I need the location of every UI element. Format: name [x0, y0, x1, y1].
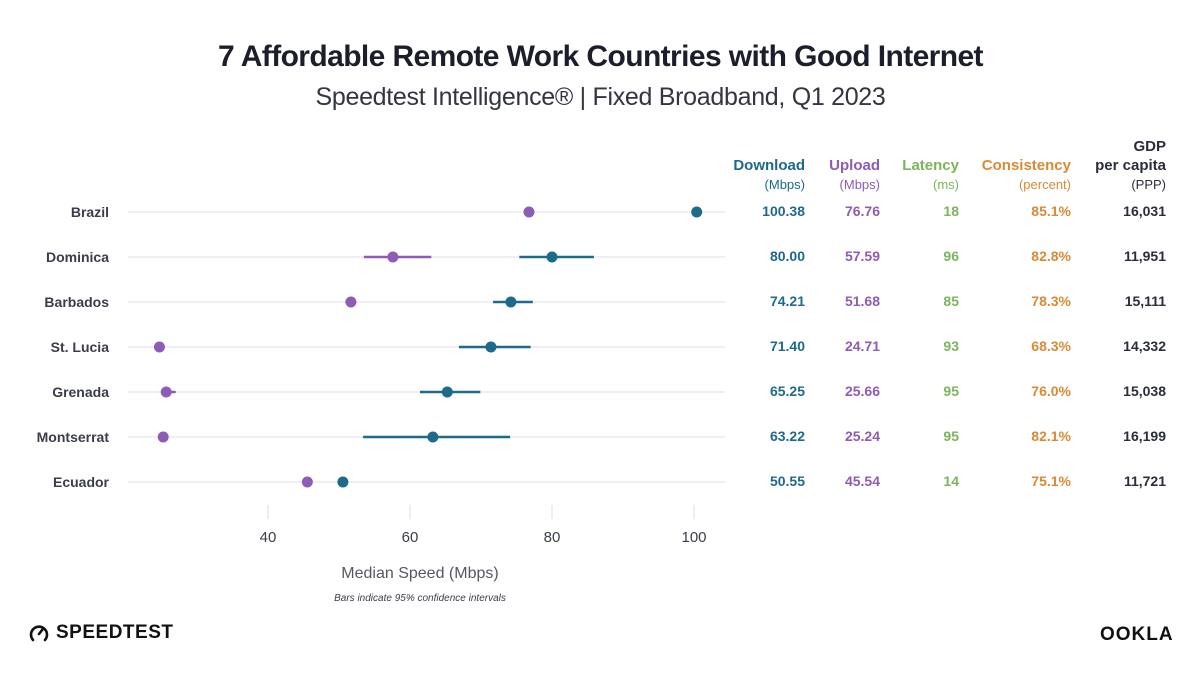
- column-unit: (Mbps): [764, 177, 805, 192]
- upload-dot: [157, 431, 169, 443]
- column-header-download: Download (Mbps): [705, 156, 805, 194]
- column-header-consistency: Consistency (percent): [961, 156, 1071, 194]
- upload-value: 24.71: [844, 338, 880, 354]
- download-value: 63.22: [769, 428, 805, 444]
- row-label: Grenada: [52, 384, 109, 400]
- chart-subtitle: Speedtest Intelligence® | Fixed Broadban…: [315, 83, 886, 111]
- speedtest-wordmark: SPEEDTEST: [56, 622, 174, 643]
- x-axis-title: Median Speed (Mbps): [341, 565, 498, 582]
- column-header-upload: Upload (Mbps): [800, 156, 880, 194]
- upload-dot: [523, 206, 535, 218]
- latency-value: 95: [943, 428, 959, 444]
- x-tick-label: 40: [260, 529, 277, 546]
- gdp-value: 16,199: [1123, 428, 1166, 444]
- row-label: Montserrat: [37, 429, 110, 445]
- download-value: 74.21: [769, 293, 805, 309]
- column-header-label: per capita: [1095, 157, 1166, 174]
- footnote: Bars indicate 95% confidence intervals: [334, 593, 506, 604]
- gdp-value: 14,332: [1123, 338, 1166, 354]
- latency-value: 14: [943, 473, 959, 489]
- row-label: Ecuador: [53, 474, 110, 490]
- upload-dot: [160, 386, 172, 398]
- download-dot: [691, 206, 703, 218]
- column-header-label: GDP: [1133, 138, 1166, 155]
- x-tick-label: 100: [681, 529, 706, 546]
- download-dot: [337, 476, 349, 488]
- column-header-label: Latency: [902, 157, 959, 174]
- row-labels-layer: Brazil Dominica Barbados St. Lucia Grenada Mo…: [37, 204, 110, 490]
- upload-value: 25.24: [844, 428, 880, 444]
- download-dot: [485, 341, 497, 353]
- x-tick-label: 80: [544, 529, 561, 546]
- consistency-value: 76.0%: [1031, 383, 1071, 399]
- gdp-value: 11,721: [1123, 473, 1166, 489]
- x-axis: 40 60 80 100: [260, 505, 707, 546]
- download-value: 65.25: [769, 383, 805, 399]
- column-unit: (PPP): [1131, 177, 1166, 192]
- column-unit: (percent): [1018, 177, 1071, 192]
- consistency-value: 78.3%: [1031, 293, 1071, 309]
- speedtest-logo: SPEEDTEST: [28, 622, 173, 644]
- download-value: 80.00: [769, 248, 805, 264]
- upload-dot: [387, 251, 399, 263]
- row-label: Brazil: [71, 204, 109, 220]
- dots-layer: [153, 206, 703, 488]
- upload-dot: [345, 296, 357, 308]
- latency-value: 95: [943, 383, 959, 399]
- upload-dot: [153, 341, 165, 353]
- row-label: Barbados: [44, 294, 109, 310]
- download-dot: [546, 251, 558, 263]
- column-header-label: Consistency: [981, 157, 1071, 174]
- upload-value: 51.68: [844, 293, 880, 309]
- latency-value: 96: [943, 248, 959, 264]
- gdp-value: 16,031: [1123, 203, 1166, 219]
- column-header-gdp: GDP per capita (PPP): [1066, 137, 1166, 194]
- download-dot: [427, 431, 439, 443]
- download-value: 71.40: [769, 338, 805, 354]
- column-header-label: Download: [733, 157, 805, 174]
- gdp-value: 15,111: [1124, 293, 1166, 309]
- speedometer-icon: [29, 625, 49, 642]
- download-value: 50.55: [769, 473, 805, 489]
- ookla-logo: OOKLA: [1100, 624, 1174, 645]
- row-label: St. Lucia: [51, 339, 110, 355]
- column-header-label: Upload: [829, 157, 880, 174]
- consistency-value: 75.1%: [1031, 473, 1071, 489]
- upload-value: 45.54: [844, 473, 880, 489]
- latency-value: 18: [943, 203, 959, 219]
- chart-title: 7 Affordable Remote Work Countries with …: [218, 40, 984, 73]
- latency-value: 93: [943, 338, 959, 354]
- gdp-value: 15,038: [1123, 383, 1166, 399]
- gdp-value: 11,951: [1123, 248, 1166, 264]
- download-dot: [441, 386, 453, 398]
- upload-dot: [301, 476, 313, 488]
- grid-layer: [128, 211, 725, 483]
- upload-value: 25.66: [844, 383, 880, 399]
- download-dot: [505, 296, 517, 308]
- row-label: Dominica: [46, 249, 109, 265]
- upload-value: 76.76: [844, 203, 880, 219]
- consistency-value: 82.8%: [1031, 248, 1071, 264]
- consistency-value: 68.3%: [1031, 338, 1071, 354]
- x-tick-label: 60: [402, 529, 419, 546]
- upload-value: 57.59: [844, 248, 880, 264]
- column-unit: (ms): [933, 177, 959, 192]
- consistency-value: 82.1%: [1031, 428, 1071, 444]
- column-header-latency: Latency (ms): [879, 156, 959, 194]
- download-value: 100.38: [762, 203, 805, 219]
- latency-value: 85: [943, 293, 959, 309]
- column-unit: (Mbps): [839, 177, 880, 192]
- consistency-value: 85.1%: [1031, 203, 1071, 219]
